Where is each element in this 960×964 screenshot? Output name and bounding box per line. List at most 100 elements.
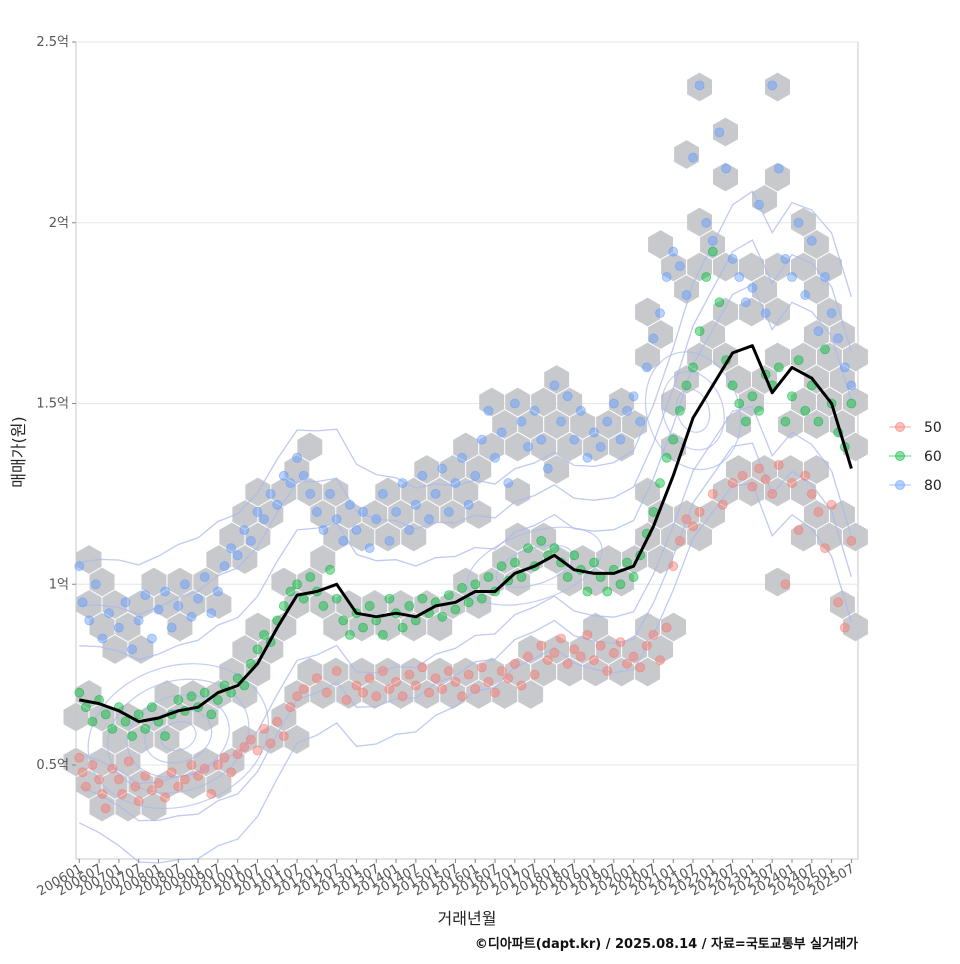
point-80-117 xyxy=(846,380,857,391)
point-80-6 xyxy=(113,622,124,633)
point-80-54 xyxy=(430,488,441,499)
point-50-61 xyxy=(476,662,487,673)
point-50-108 xyxy=(806,488,817,499)
point-50-86 xyxy=(641,640,652,651)
hex-bin-213 xyxy=(596,410,622,439)
hex-bin-243 xyxy=(817,297,842,327)
point-80-72 xyxy=(549,380,560,391)
point-80-73 xyxy=(556,416,566,427)
point-50-110 xyxy=(820,543,830,554)
hex-bin-171 xyxy=(258,500,284,529)
point-80-0 xyxy=(74,561,85,572)
hex-bin-48 xyxy=(635,657,660,687)
hex-bin-97 xyxy=(310,545,336,574)
hex-bin-60 xyxy=(752,455,777,484)
hex-bin-5 xyxy=(115,747,141,777)
point-50-46 xyxy=(377,666,388,676)
point-80-10 xyxy=(140,590,151,601)
point-60-2 xyxy=(87,716,98,727)
point-80-39 xyxy=(331,514,342,525)
point-50-5 xyxy=(97,789,108,799)
hex-bin-175 xyxy=(297,432,323,462)
hex-bin-14 xyxy=(219,747,245,777)
point-60-109 xyxy=(793,355,804,366)
point-80-99 xyxy=(727,254,738,264)
point-60-35 xyxy=(305,572,316,582)
hex-bin-178 xyxy=(323,522,349,552)
density-contour-4 xyxy=(79,239,853,616)
y-tick-label-3: 2억 xyxy=(49,216,69,231)
point-50-25 xyxy=(219,752,230,763)
point-60-99 xyxy=(727,380,738,391)
hex-bin-100 xyxy=(349,612,375,642)
point-60-49 xyxy=(397,622,408,633)
hex-bin-236 xyxy=(765,252,790,282)
point-80-5 xyxy=(104,608,114,619)
point-80-85 xyxy=(635,416,646,427)
hex-bin-87 xyxy=(232,680,258,709)
density-contour-0 xyxy=(79,483,853,864)
point-80-74 xyxy=(562,391,573,402)
density-contour-ring-7 xyxy=(644,351,742,471)
point-50-62 xyxy=(483,676,494,687)
density-contour-ring-9 xyxy=(466,526,603,606)
point-50-54 xyxy=(430,673,441,684)
point-50-99 xyxy=(747,481,758,492)
hex-bin-35 xyxy=(492,680,518,709)
point-50-60 xyxy=(470,684,481,694)
point-80-89 xyxy=(661,272,672,282)
point-60-1 xyxy=(80,702,91,713)
point-60-10 xyxy=(140,723,151,734)
point-80-59 xyxy=(463,499,474,510)
point-50-105 xyxy=(787,478,797,488)
point-50-78 xyxy=(589,655,599,666)
hex-bin-63 xyxy=(765,567,790,597)
hex-bin-18 xyxy=(284,725,310,754)
hex-bin-203 xyxy=(505,432,531,462)
point-60-33 xyxy=(292,579,302,590)
point-50-47 xyxy=(384,684,395,694)
point-80-19 xyxy=(199,572,210,582)
point-60-96 xyxy=(707,246,718,257)
hex-bin-224 xyxy=(687,72,712,102)
point-50-49 xyxy=(397,691,408,702)
point-50-7 xyxy=(107,763,118,774)
point-60-97 xyxy=(714,297,725,308)
point-80-18 xyxy=(193,593,203,604)
point-50-101 xyxy=(760,474,771,485)
hex-bin-17 xyxy=(271,702,297,732)
hex-bin-210 xyxy=(557,432,583,462)
point-80-62 xyxy=(483,405,494,416)
point-80-95 xyxy=(701,217,712,228)
point-50-114 xyxy=(846,535,857,546)
point-60-80 xyxy=(602,586,613,597)
point-50-33 xyxy=(272,716,283,727)
hex-bin-229 xyxy=(739,252,764,282)
point-60-110 xyxy=(800,405,811,416)
hex-bin-144 xyxy=(804,410,829,439)
point-60-83 xyxy=(622,557,632,568)
hex-bin-191 xyxy=(440,455,466,484)
hex-bin-62 xyxy=(778,455,803,484)
hex-bin-238 xyxy=(791,207,816,237)
point-80-80 xyxy=(602,416,613,427)
point-80-81 xyxy=(608,398,619,409)
point-50-45 xyxy=(371,691,382,702)
hex-bin-246 xyxy=(830,365,855,394)
hex-bin-111 xyxy=(492,545,518,574)
hex-bin-55 xyxy=(687,522,712,552)
hex-bin-45 xyxy=(583,657,609,687)
point-80-112 xyxy=(813,326,824,337)
point-60-112 xyxy=(813,416,824,427)
hex-bin-227 xyxy=(713,162,738,192)
hex-bin-154 xyxy=(102,635,128,664)
point-80-40 xyxy=(338,535,349,546)
point-60-8 xyxy=(127,731,137,741)
hex-bin-180 xyxy=(336,500,362,529)
density-contour-ring-4 xyxy=(87,663,270,810)
hex-bin-103 xyxy=(388,590,414,619)
hex-bin-245 xyxy=(843,342,868,372)
point-60-106 xyxy=(773,362,784,373)
point-80-28 xyxy=(259,514,269,525)
legend-label-80: 80 xyxy=(924,478,942,494)
